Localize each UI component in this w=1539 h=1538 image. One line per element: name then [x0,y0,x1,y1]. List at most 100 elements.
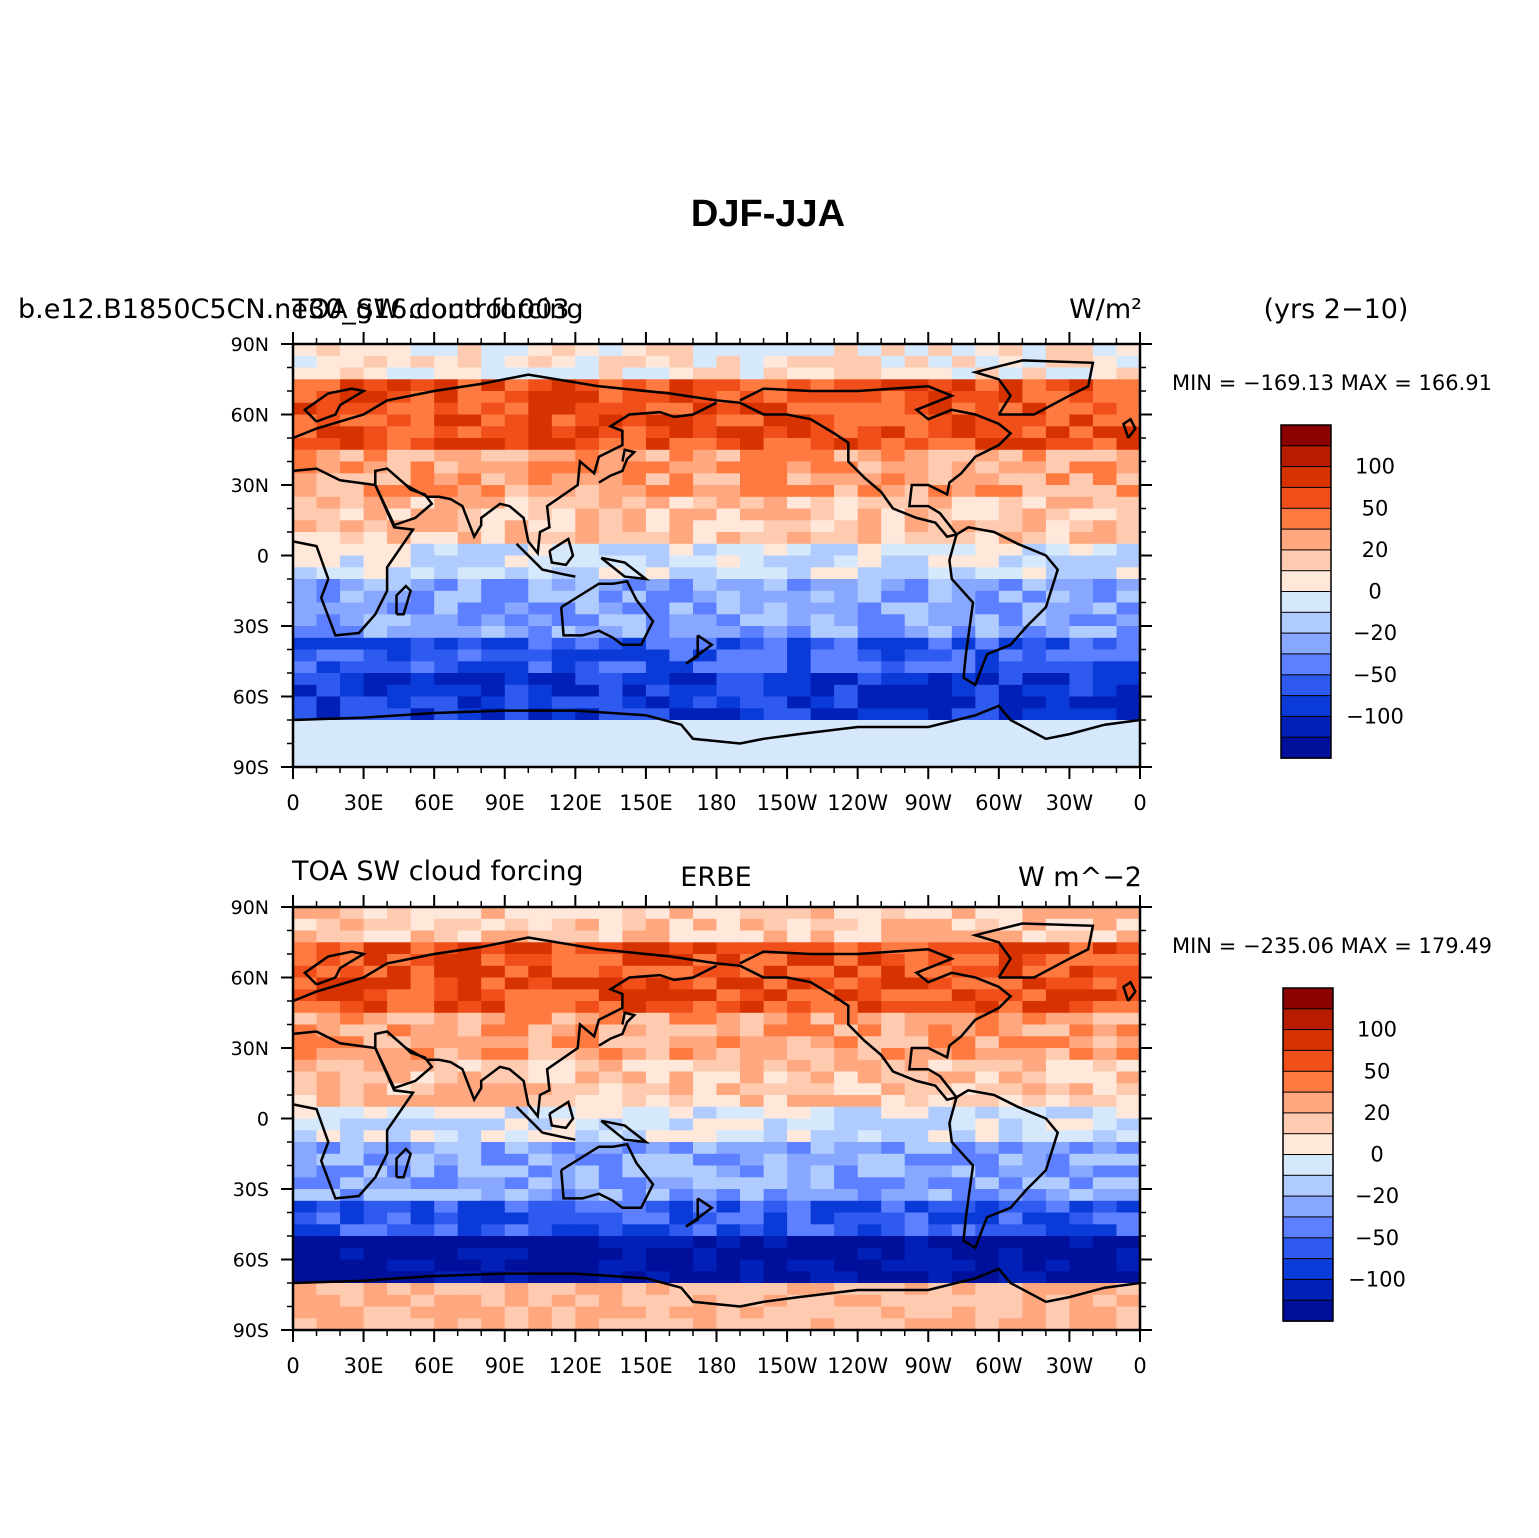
field-cell [810,1224,835,1237]
field-cell [1022,1142,1047,1155]
field-cell [434,461,459,474]
field-cell [740,1012,765,1026]
x-tick-label: 30E [344,1354,384,1378]
field-cell [316,1259,341,1272]
field-cell [387,1130,412,1143]
field-cell [763,590,788,604]
field-cell [763,1318,788,1331]
field-cell [504,989,529,1002]
field-cell [928,1247,953,1261]
field-cell [1022,555,1047,568]
field-cell [998,930,1023,943]
field-cell [1092,1177,1117,1190]
field-cell [975,1118,1000,1131]
field-cell [669,661,694,674]
field-cell [1045,508,1070,521]
field-cell [481,907,506,920]
field-cell [951,1118,976,1131]
field-cell [1022,930,1047,943]
field-cell [316,907,341,920]
field-cell [669,1306,694,1319]
field-cell [740,1306,765,1319]
field-cell [998,1059,1023,1073]
field-cell [481,438,506,451]
field-cell [716,930,741,943]
field-cell [481,1130,506,1143]
coastline [374,401,718,557]
field-cell [340,485,365,498]
field-cell [881,614,906,627]
colorbar-swatch [1280,528,1332,551]
field-cell [1022,1083,1047,1096]
field-cell [434,1177,459,1190]
field-cell [363,449,388,463]
x-tick-label: 90E [485,791,525,815]
field-cell [363,543,388,557]
field-cell [622,461,647,474]
field-cell [904,918,929,932]
field-cell [575,1177,600,1190]
field-cell [622,555,647,568]
field-cell [528,731,553,745]
field-cell [316,1001,341,1014]
field-cell [904,673,929,686]
field-cell [1045,1318,1070,1331]
field-cell [1069,1001,1094,1014]
field-cell [457,355,482,369]
field-cell [551,696,576,709]
field-cell [1022,414,1047,427]
field-cell [998,590,1023,604]
field-cell [904,1189,929,1202]
field-cell [293,1071,318,1084]
field-cell [622,661,647,674]
field-cell [340,649,365,662]
field-cell [1069,602,1094,615]
field-cell [316,508,341,521]
field-cell [316,942,341,955]
field-cell [998,743,1023,756]
field-cell [975,426,1000,439]
field-cell [1069,1095,1094,1108]
x-tick-label: 120E [549,791,602,815]
field-cell [481,543,506,557]
field-cell [645,579,670,592]
field-cell [787,355,812,369]
field-cell [363,755,388,768]
field-cell [669,743,694,756]
field-cell [998,673,1023,686]
field-cell [551,1083,576,1096]
field-cell [1116,532,1141,545]
field-cell [763,743,788,756]
field-cell [904,590,929,604]
coastline [515,1105,576,1141]
field-cell [857,965,882,979]
field-cell [481,684,506,698]
field-cell [716,918,741,932]
field-cell [387,567,412,580]
field-cell [669,708,694,721]
field-cell [481,614,506,627]
field-cell [998,1165,1023,1178]
field-cell [834,508,859,521]
field-cell [575,1071,600,1084]
field-cell [1092,1247,1117,1261]
field-cell [645,1247,670,1261]
field-cell [1045,461,1070,474]
field-cell [1022,1001,1047,1014]
field-cell [1116,1212,1141,1225]
field-cell [363,1306,388,1319]
field-cell [834,567,859,580]
field-cell [716,1318,741,1331]
field-cell [551,720,576,733]
field-cell [340,1153,365,1167]
field-cell [316,367,341,380]
field-cell [575,367,600,380]
field-cell [857,1071,882,1084]
field-cell [693,414,718,427]
field-cell [528,1071,553,1084]
field-cell [857,755,882,768]
field-cell [1116,649,1141,662]
field-cell [645,1283,670,1296]
field-cell [787,590,812,604]
field-cell [363,532,388,545]
